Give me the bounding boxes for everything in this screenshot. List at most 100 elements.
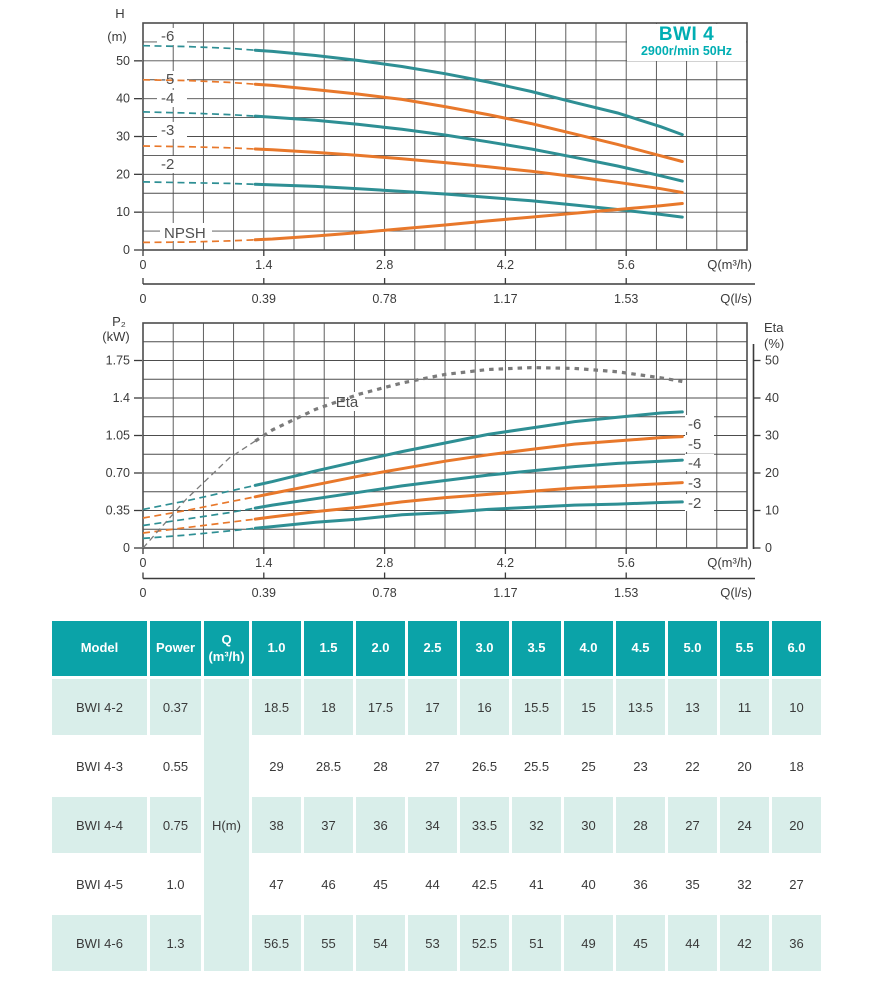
performance-charts: 0 10 20 30 40 50 H (m) 0 1.4 2.8 4.2 5.6 Q(m³/h) 0 0.39… [102,6,784,600]
head-value-cell: 18 [772,738,821,794]
head-value-cell: 38 [252,797,301,853]
table-row-bwi-4-2: BWI 4-2 0.37 H(m) 18.5 18 17.5 17 16 15.5 15 13.5 1… [52,679,821,971]
head-value-cell: 36 [356,797,405,853]
curve-label-box [157,122,187,139]
curve--2 [253,500,684,530]
x2-tick-label: 0 [140,586,147,600]
curve-label--6: -6 [688,416,701,433]
eta-tick-label: 10 [765,504,779,518]
x-axis-title: Q(m³/h) [707,257,752,272]
specs-table: Model Power Q (m³/h) 1.0 1.5 2.0 2.5 3.0 3.5 4.0 4.… [49,618,824,974]
head-chart: 0 10 20 30 40 50 H (m) 0 1.4 2.8 4.2 5.6 Q(m³/h) 0 0.39… [107,6,755,306]
head-value-cell: 24 [720,797,769,853]
head-value-cell: 27 [408,738,457,794]
curve-Eta [254,365,683,443]
head-value-cell: 32 [512,797,561,853]
curve--5 [253,435,684,499]
col-header-flow-2.5: 2.5 [408,621,457,676]
curve--3-dashed [142,518,256,534]
curve-label--4: -4 [161,90,174,107]
head-value-cell: 20 [720,738,769,794]
table-row-bwi-4-6: BWI 4-6 1.3 56.5 55 54 53 52.5 51 49 45 44 42 36 [52,915,821,971]
curve-label--4: -4 [688,455,701,472]
plot-border [142,322,748,549]
curve-label--5: -5 [688,436,701,453]
head-value-cell: 37 [304,797,353,853]
curve-label-box [685,435,714,452]
y-axis-unit: (m) [107,29,127,44]
curve--4-dashed [142,111,256,117]
head-value-cell: 26.5 [460,738,509,794]
x-axis-title: Q(m³/h) [707,555,752,570]
head-value-cell: 30 [564,797,613,853]
curve-label-box [157,28,187,45]
power-cell: 0.75 [150,797,201,853]
head-value-cell: 44 [408,856,457,912]
x-tick-label: 4.2 [497,556,514,570]
y-tick-label: 40 [116,92,130,106]
head-value-cell: 18.5 [252,679,301,735]
y-tick-label: 1.05 [106,429,130,443]
head-value-cell: 28 [616,797,665,853]
x2-tick-label: 0.78 [372,586,396,600]
eta-tick-label: 40 [765,391,779,405]
eta-tick-label: 20 [765,466,779,480]
x-tick-label: 2.8 [376,258,393,272]
head-value-cell: 54 [356,915,405,971]
curve-label-box [329,392,365,411]
head-value-cell: 22 [668,738,717,794]
col-header-power: Power [150,621,201,676]
col-header-flow-4.5: 4.5 [616,621,665,676]
x2-tick-label: 1.53 [614,292,638,306]
x2-tick-label: 0.78 [372,292,396,306]
curve-label-box [685,474,714,491]
head-value-cell: 13.5 [616,679,665,735]
x-axis2-title: Q(l/s) [720,585,752,600]
curve-label-box [685,494,714,511]
head-value-cell: 15.5 [512,679,561,735]
head-value-cell: 25.5 [512,738,561,794]
x-tick-label: 4.2 [497,258,514,272]
y-tick-label: 0 [123,541,130,555]
x2-tick-label: 0.39 [252,586,276,600]
head-value-cell: 18 [304,679,353,735]
head-value-cell: 25 [564,738,613,794]
x2-tick-label: 1.53 [614,586,638,600]
curve--4 [253,114,684,183]
curve-label--6: -6 [161,28,174,45]
y-tick-label: 0 [123,243,130,257]
col-header-flow-1.5: 1.5 [304,621,353,676]
curve--2-dashed [142,181,256,186]
x-tick-label: 5.6 [618,556,635,570]
curve-label-Eta: Eta [336,394,359,411]
head-value-cell: 36 [616,856,665,912]
x2-tick-label: 1.17 [493,292,517,306]
head-value-cell: 23 [616,738,665,794]
head-value-cell: 29 [252,738,301,794]
y-tick-label: 20 [116,167,130,181]
curve--3 [253,481,684,521]
col-header-flow-6.0: 6.0 [772,621,821,676]
curve--3-dashed [142,145,256,150]
model-cell: BWI 4-2 [52,679,147,735]
y-tick-label: 1.4 [113,391,130,405]
head-value-cell: 17.5 [356,679,405,735]
col-header-model: Model [52,621,147,676]
head-value-cell: 53 [408,915,457,971]
head-value-cell: 47 [252,856,301,912]
x-tick-label: 0 [140,556,147,570]
head-value-cell: 28.5 [304,738,353,794]
y-tick-label: 30 [116,130,130,144]
head-value-cell: 49 [564,915,613,971]
col-header-flow-q: Q (m³/h) [204,621,249,676]
model-cell: BWI 4-6 [52,915,147,971]
curve-label--3: -3 [161,122,174,139]
eta-axis-title: Eta [764,320,784,335]
head-value-cell: 36 [772,915,821,971]
y-axis-title: P₂ [112,314,126,329]
power-cell: 1.3 [150,915,201,971]
y-tick-label: 10 [116,205,130,219]
y-tick-label: 50 [116,54,130,68]
col-header-flow-5.5: 5.5 [720,621,769,676]
curve-Eta-dashed [142,440,256,549]
